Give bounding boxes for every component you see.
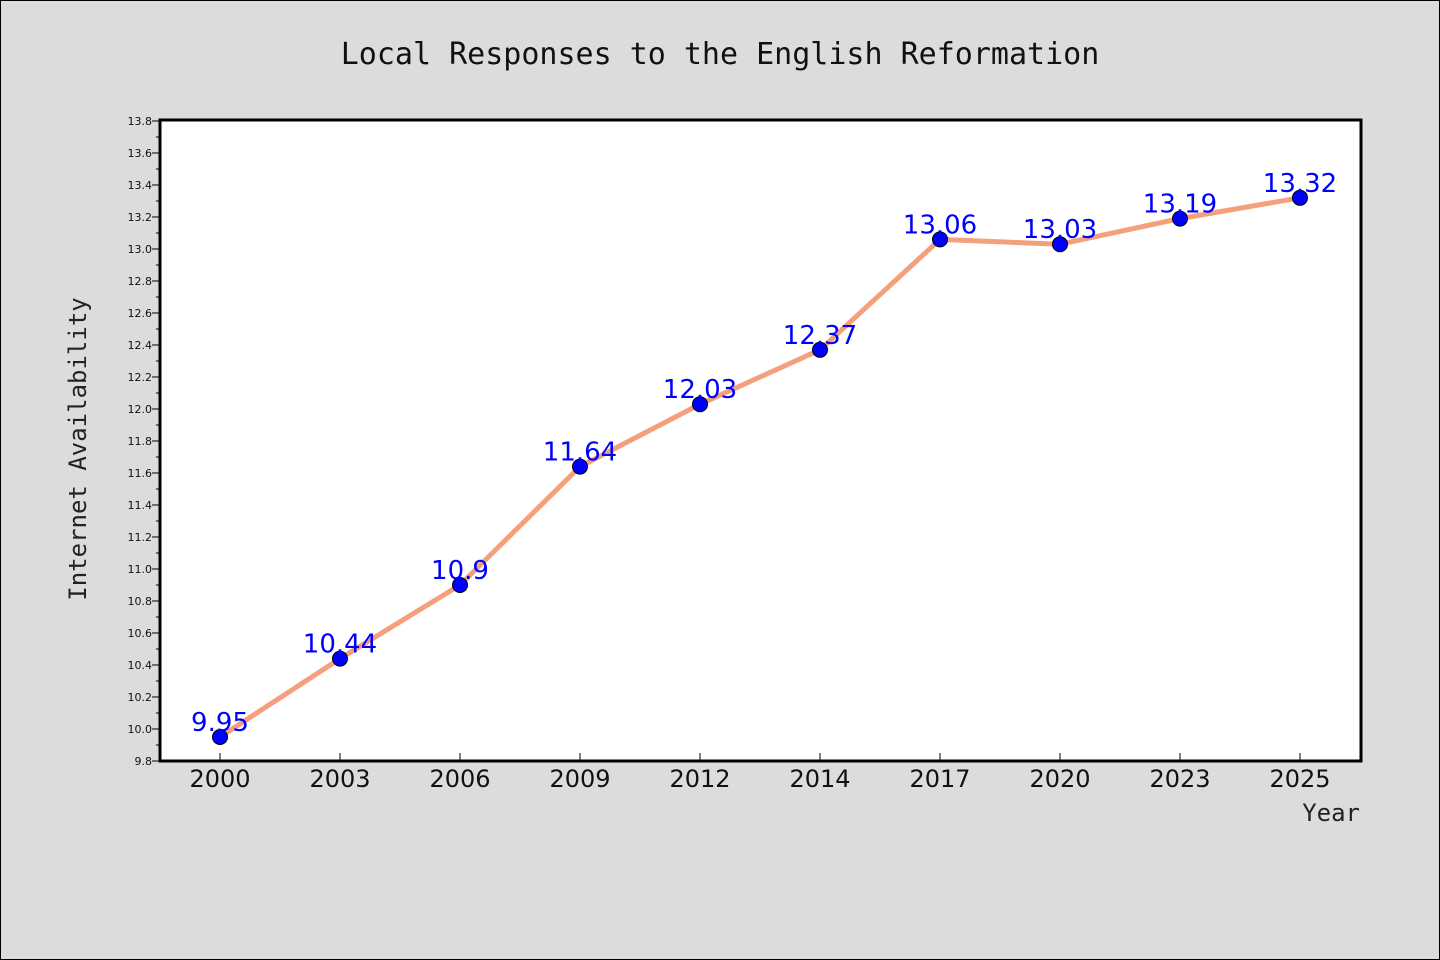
y-tick-label: 12.4 [128, 339, 153, 352]
data-label: 13.19 [1143, 190, 1217, 220]
series-layer [212, 189, 1308, 745]
x-tick-label: 2000 [189, 765, 250, 793]
x-tick-label: 2006 [429, 765, 490, 793]
data-point [1172, 210, 1188, 227]
data-label: 13.32 [1263, 169, 1337, 199]
data-point [572, 458, 588, 475]
y-axis-label: Internet Availability [64, 297, 92, 600]
data-point [1052, 236, 1068, 253]
data-label: 13.06 [903, 210, 977, 240]
y-axis: 9.8 10.0 10.2 10.4 10.6 10.8 11.0 11.2 11.4 11.6 1… [128, 115, 160, 768]
data-label: 9.95 [191, 708, 249, 738]
data-point [812, 341, 828, 358]
y-tick-label: 11.0 [128, 563, 153, 576]
y-tick-label: 13.2 [128, 211, 153, 224]
x-tick-label: 2025 [1269, 765, 1330, 793]
x-tick-label: 2020 [1029, 765, 1090, 793]
data-labels: 9.95 10.44 10.9 11.64 12.03 12.37 13.06 13.03 13… [191, 169, 1337, 738]
data-label: 12.37 [783, 321, 857, 351]
data-label: 12.03 [663, 375, 737, 405]
data-point [1292, 189, 1308, 206]
y-tick-label: 13.4 [128, 179, 153, 192]
y-tick-label: 11.2 [128, 531, 153, 544]
x-tick-label: 2023 [1149, 765, 1210, 793]
data-point [692, 396, 708, 413]
data-label: 10.9 [431, 556, 489, 586]
x-tick-label: 2017 [909, 765, 970, 793]
y-tick-label: 12.6 [128, 307, 153, 320]
y-tick-label: 10.4 [128, 659, 153, 672]
series-line [217, 195, 1303, 740]
data-point [332, 650, 348, 667]
y-tick-label: 13.6 [128, 147, 153, 160]
y-tick-label: 11.8 [128, 435, 153, 448]
x-axis: 2000 2003 2006 2009 2012 2014 2017 2020 2023 2025 [189, 753, 1331, 793]
x-axis-label: Year [1302, 799, 1360, 827]
x-tick-label: 2012 [669, 765, 730, 793]
y-tick-label: 10.8 [128, 595, 153, 608]
y-tick-label: 10.0 [128, 723, 153, 736]
x-tick-label: 2014 [789, 765, 850, 793]
data-label: 10.44 [303, 630, 377, 660]
y-tick-label: 12.2 [128, 371, 153, 384]
plot-area [158, 118, 1363, 763]
x-tick-label: 2003 [309, 765, 370, 793]
y-tick-label: 12.0 [128, 403, 153, 416]
chart-title: Local Responses to the English Reformati… [341, 37, 1100, 72]
data-label: 11.64 [543, 438, 617, 468]
y-tick-label: 12.8 [128, 275, 153, 288]
y-tick-label: 11.4 [128, 499, 153, 512]
y-tick-label: 9.8 [135, 755, 153, 768]
data-point [212, 729, 228, 745]
y-tick-label: 10.6 [128, 627, 153, 640]
data-point [932, 231, 948, 248]
data-point [452, 577, 468, 593]
data-label: 13.03 [1023, 215, 1097, 245]
x-tick-label: 2009 [549, 765, 610, 793]
y-tick-label: 13.0 [128, 243, 153, 256]
y-tick-label: 11.6 [128, 467, 153, 480]
y-tick-label: 10.2 [128, 691, 153, 704]
y-tick-label: 13.8 [128, 115, 153, 128]
